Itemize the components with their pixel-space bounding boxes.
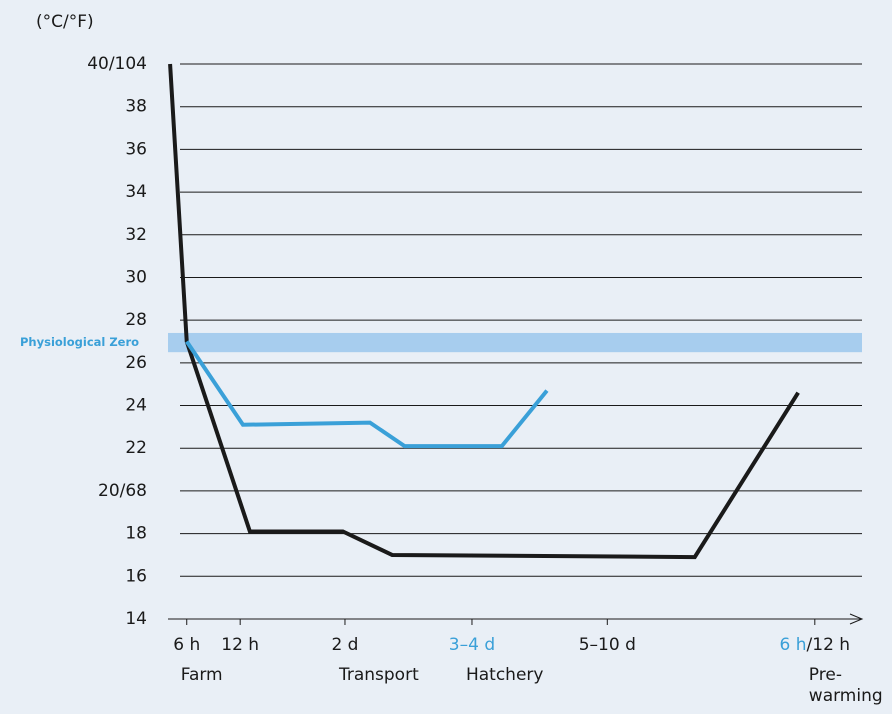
band-label: Physiological Zero (20, 335, 139, 349)
x-tick-label: 2 d (331, 635, 358, 655)
x-group-label: Farm (181, 665, 223, 685)
y-tick-label: 28 (125, 310, 147, 330)
x-group-label: Transport (338, 665, 419, 685)
x-tick-label-main: 12 h (221, 635, 259, 655)
y-tick-label: 16 (125, 566, 147, 586)
x-tick-label-main: 3–4 d (449, 635, 495, 655)
series-line (168, 63, 800, 560)
x-group-label: warming (809, 686, 883, 706)
y-tick-label: 24 (125, 396, 147, 416)
x-tick-label: 3–4 d (449, 635, 495, 655)
y-tick-label: 30 (125, 267, 147, 287)
y-tick-label: 32 (125, 225, 147, 245)
y-tick-label: 22 (125, 438, 147, 458)
physiological-zero-band (168, 332, 862, 353)
x-tick-label: 6 h (173, 635, 200, 655)
x-tick-label: 5–10 d (579, 635, 636, 655)
x-tick-label: 12 h (221, 635, 259, 655)
y-tick-label: 26 (125, 353, 147, 373)
x-group-label: Hatchery (466, 665, 544, 685)
y-tick-label: 36 (125, 139, 147, 159)
y-unit-label: (°C/°F) (36, 12, 94, 32)
y-tick-label: 18 (125, 524, 147, 544)
x-tick-label-main: 5–10 d (579, 635, 636, 655)
x-tick-label: 6 h/12 h (780, 635, 851, 655)
axis-arrow (849, 613, 864, 625)
x-group-label: Pre- (809, 665, 842, 685)
series-line (185, 340, 549, 449)
y-tick-label: 40/104 (87, 54, 147, 74)
x-tick-label-main: 2 d (331, 635, 358, 655)
x-tick-label-main: 6 h (780, 635, 807, 655)
y-tick-label: 14 (125, 609, 147, 629)
y-tick-label: 38 (125, 97, 147, 117)
y-tick-label: 20/68 (98, 481, 147, 501)
x-tick-label-suffix: /12 h (807, 635, 851, 655)
x-tick-label-main: 6 h (173, 635, 200, 655)
y-tick-label: 34 (125, 182, 147, 202)
